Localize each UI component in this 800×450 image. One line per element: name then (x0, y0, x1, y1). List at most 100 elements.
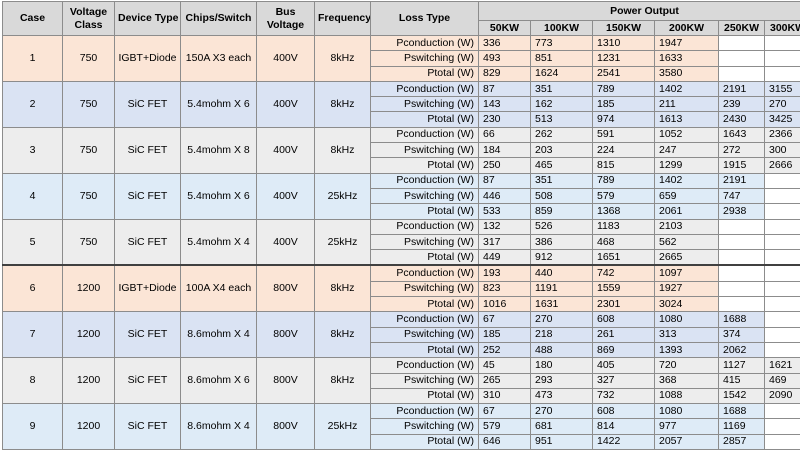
voltage-class-cell: 1200 (63, 358, 115, 404)
frequency-cell: 8kHz (315, 265, 371, 311)
value-cell: 247 (655, 143, 719, 158)
value-cell: 513 (531, 112, 593, 127)
value-cell: 440 (531, 265, 593, 281)
frequency-cell: 8kHz (315, 358, 371, 404)
value-cell: 533 (479, 204, 531, 219)
value-cell: 1624 (531, 66, 593, 81)
value-cell: 1052 (655, 127, 719, 142)
value-cell (765, 51, 800, 66)
loss-type-cell: Pswitching (W) (371, 51, 479, 66)
value-cell: 488 (531, 342, 593, 357)
loss-type-cell: Pswitching (W) (371, 373, 479, 388)
value-cell: 405 (593, 358, 655, 373)
value-cell: 386 (531, 234, 593, 249)
value-cell (765, 419, 800, 434)
value-cell (719, 36, 765, 51)
loss-type-cell: Ptotal (W) (371, 66, 479, 81)
value-cell: 2541 (593, 66, 655, 81)
value-cell: 203 (531, 143, 593, 158)
value-cell: 579 (593, 188, 655, 203)
value-cell: 1613 (655, 112, 719, 127)
value-cell: 67 (479, 404, 531, 419)
loss-type-cell: Pconduction (W) (371, 265, 479, 281)
value-cell (719, 281, 765, 296)
bus-voltage-cell: 800V (257, 312, 315, 358)
loss-type-cell: Pswitching (W) (371, 234, 479, 249)
loss-type-cell: Pswitching (W) (371, 188, 479, 203)
header-chips-switch: Chips/Switch (181, 2, 257, 36)
loss-type-cell: Ptotal (W) (371, 434, 479, 449)
value-cell: 270 (531, 404, 593, 419)
device-type-cell: SiC FET (115, 127, 181, 173)
value-cell: 250 (479, 158, 531, 173)
value-cell: 1080 (655, 404, 719, 419)
value-cell: 193 (479, 265, 531, 281)
header-frequency: Frequency (315, 2, 371, 36)
value-cell: 368 (655, 373, 719, 388)
frequency-cell: 25kHz (315, 404, 371, 450)
value-cell: 1621 (765, 358, 800, 373)
value-cell: 87 (479, 173, 531, 188)
value-cell: 262 (531, 127, 593, 142)
value-cell: 2191 (719, 173, 765, 188)
value-cell: 143 (479, 97, 531, 112)
value-cell: 1651 (593, 250, 655, 266)
value-cell (765, 281, 800, 296)
loss-type-cell: Pconduction (W) (371, 404, 479, 419)
value-cell: 3155 (765, 81, 800, 96)
chips-switch-cell: 5.4mohm X 6 (181, 81, 257, 127)
bus-voltage-cell: 400V (257, 173, 315, 219)
value-cell: 468 (593, 234, 655, 249)
header-power-50kw: 50KW (479, 21, 531, 36)
value-cell (765, 36, 800, 51)
value-cell: 1402 (655, 173, 719, 188)
loss-type-cell: Pswitching (W) (371, 327, 479, 342)
value-cell: 3580 (655, 66, 719, 81)
value-cell (719, 234, 765, 249)
value-cell: 562 (655, 234, 719, 249)
value-cell (719, 250, 765, 266)
value-cell: 67 (479, 312, 531, 327)
value-cell: 2061 (655, 204, 719, 219)
value-cell: 3024 (655, 297, 719, 312)
value-cell: 272 (719, 143, 765, 158)
header-voltage-class: Voltage Class (63, 2, 115, 36)
value-cell: 912 (531, 250, 593, 266)
loss-type-cell: Ptotal (W) (371, 250, 479, 266)
value-cell: 681 (531, 419, 593, 434)
value-cell: 608 (593, 312, 655, 327)
loss-type-cell: Ptotal (W) (371, 297, 479, 312)
value-cell: 261 (593, 327, 655, 342)
frequency-cell: 8kHz (315, 127, 371, 173)
loss-type-cell: Ptotal (W) (371, 204, 479, 219)
bus-voltage-cell: 800V (257, 404, 315, 450)
value-cell: 185 (479, 327, 531, 342)
value-cell: 230 (479, 112, 531, 127)
case-cell: 2 (3, 81, 63, 127)
chips-switch-cell: 8.6mohm X 4 (181, 404, 257, 450)
value-cell: 317 (479, 234, 531, 249)
loss-type-cell: Pswitching (W) (371, 97, 479, 112)
value-cell (719, 265, 765, 281)
value-cell: 526 (531, 219, 593, 234)
value-cell (765, 173, 800, 188)
value-cell: 732 (593, 388, 655, 403)
loss-type-cell: Pconduction (W) (371, 36, 479, 51)
loss-type-cell: Ptotal (W) (371, 112, 479, 127)
value-cell (765, 312, 800, 327)
value-cell: 579 (479, 419, 531, 434)
value-cell: 1368 (593, 204, 655, 219)
value-cell: 2062 (719, 342, 765, 357)
value-cell: 829 (479, 66, 531, 81)
value-cell: 1183 (593, 219, 655, 234)
device-type-cell: SiC FET (115, 404, 181, 450)
value-cell: 1191 (531, 281, 593, 296)
header-device-type: Device Type (115, 2, 181, 36)
value-cell: 773 (531, 36, 593, 51)
header-power-250kw: 250KW (719, 21, 765, 36)
value-cell: 336 (479, 36, 531, 51)
